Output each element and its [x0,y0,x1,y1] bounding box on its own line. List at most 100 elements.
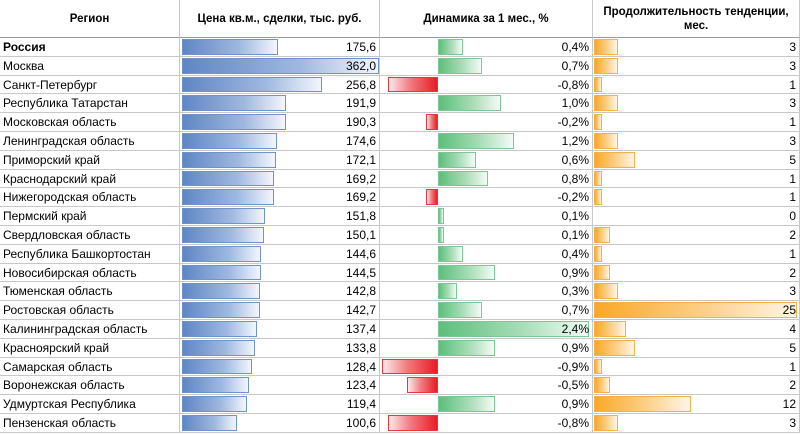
duration-value: 3 [789,134,796,148]
price-value: 142,7 [345,303,376,318]
duration-cell: 3 [593,94,800,114]
change-bar-negative [406,377,438,394]
duration-value: 1 [789,190,796,205]
change-value: 1,2% [561,134,589,148]
change-bar-positive [438,321,589,337]
duration-value: 4 [789,322,796,336]
change-cell: -0,8% [380,414,593,433]
price-bar [182,245,261,262]
price-cell: 144,6 [180,244,380,264]
duration-value: 0 [789,209,796,224]
change-cell: 1,0% [380,94,593,114]
change-value: -0,2% [557,190,589,205]
price-bar [182,76,322,93]
duration-value: 1 [789,359,796,374]
price-value: 150,1 [345,228,376,242]
duration-cell: 3 [593,56,800,76]
price-value: 175,6 [345,40,376,54]
change-cell: -0,9% [380,357,593,377]
change-bar-negative [388,415,438,431]
duration-value: 1 [789,77,796,92]
duration-bar [594,283,619,300]
price-value: 133,8 [345,340,376,355]
change-value: 0,1% [561,209,589,224]
region-name: Тюменская область [0,282,180,302]
change-value: 0,3% [561,284,589,299]
duration-bar [594,151,635,168]
price-value: 256,8 [345,77,376,92]
price-value: 119,4 [346,397,376,412]
change-cell: 0,9% [380,395,593,414]
duration-cell: 25 [593,301,800,320]
duration-bar [594,39,619,55]
header-price: Цена кв.м., сделки, тыс. руб. [180,0,380,38]
duration-bar [594,133,619,149]
header-region: Регион [0,0,180,38]
duration-bar [594,170,603,187]
price-cell: 191,9 [180,94,380,114]
price-value: 169,2 [345,171,376,186]
price-bar [182,396,247,412]
region-name: Новосибирская область [0,263,180,283]
duration-value: 2 [789,265,796,280]
duration-value: 2 [789,378,796,393]
region-name: Республика Башкортостан [0,244,180,264]
region-name: Россия [0,38,180,57]
change-cell: 0,4% [380,244,593,264]
price-bar [182,114,286,130]
change-bar-negative [388,76,438,93]
change-cell: 1,2% [380,132,593,151]
duration-bar [594,339,635,356]
price-bar [182,283,260,300]
price-bar [182,133,278,149]
change-bar-positive [438,264,495,281]
change-value: 0,9% [561,265,589,280]
duration-cell: 3 [593,132,800,151]
price-value: 142,8 [345,284,376,299]
change-bar-negative [425,114,438,130]
price-cell: 151,8 [180,207,380,226]
change-value: -0,2% [557,115,589,130]
price-bar [182,302,260,318]
change-bar-positive [438,151,476,168]
duration-value: 2 [789,228,796,242]
price-bar [182,264,261,281]
price-value: 137,4 [345,322,376,336]
header-change: Динамика за 1 мес., % [380,0,593,38]
region-name: Ленинградская область [0,132,180,151]
region-name: Московская область [0,113,180,132]
region-name: Самарская область [0,357,180,377]
duration-cell: 5 [593,150,800,170]
duration-cell: 3 [593,38,800,57]
duration-cell: 5 [593,338,800,358]
price-value: 362,0 [345,58,376,73]
change-cell: -0,2% [380,113,593,132]
price-bar [182,321,257,337]
price-cell: 169,2 [180,188,380,208]
duration-cell: 4 [593,320,800,339]
change-bar-positive [438,170,489,187]
price-value: 172,1 [345,152,376,167]
change-cell: 0,6% [380,150,593,170]
region-name: Красноярский край [0,338,180,358]
change-cell: 0,7% [380,301,593,320]
duration-value: 5 [789,340,796,355]
region-name: Удмуртская Республика [0,395,180,414]
region-name: Ростовская область [0,301,180,320]
duration-value: 1 [789,171,796,186]
change-bar-positive [438,396,495,412]
change-cell: 0,3% [380,282,593,302]
duration-cell: 12 [593,395,800,414]
duration-bar [594,189,603,206]
change-cell: 0,9% [380,263,593,283]
duration-cell: 2 [593,376,800,396]
change-bar-positive [438,302,483,318]
duration-bar [594,358,603,375]
change-value: 2,4% [561,322,589,336]
change-value: -0,9% [557,359,589,374]
region-name: Санкт-Петербург [0,75,180,95]
region-name: Республика Татарстан [0,94,180,114]
duration-bar [594,396,692,412]
duration-value: 3 [789,284,796,299]
